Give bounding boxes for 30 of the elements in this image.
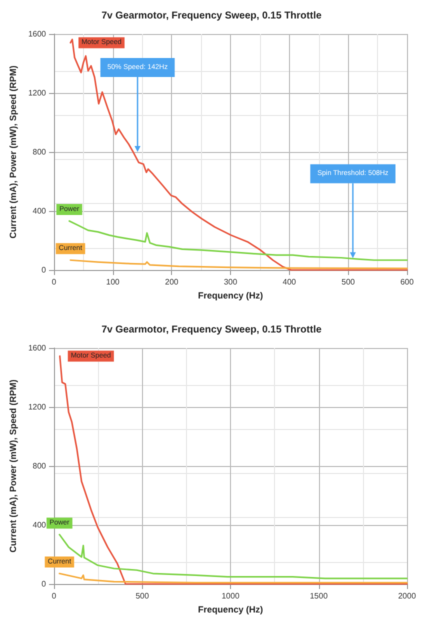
x-tick-label: 400 <box>282 278 297 286</box>
line-series <box>70 259 408 270</box>
x-tick-label: 600 <box>400 278 414 286</box>
y-tick-label: 400 <box>32 520 47 530</box>
x-tick-label: 1500 <box>310 592 328 600</box>
x-tick-label: 500 <box>341 278 356 286</box>
y-tick-label: 400 <box>32 206 47 216</box>
y-tick-label: 1200 <box>28 402 47 412</box>
x-tick-label: 300 <box>224 278 238 286</box>
x-tick-label: 0 <box>52 592 57 600</box>
x-tick-label: 500 <box>136 592 150 600</box>
y-tick-label: 800 <box>32 462 47 470</box>
y-tick-label: 0 <box>42 266 47 274</box>
chart-title: 7v Gearmotor, Frequency Sweep, 0.15 Throttle <box>101 324 322 336</box>
x-tick-label: 2000 <box>398 592 416 600</box>
x-axis-title: Frequency (Hz) <box>198 604 264 614</box>
y-tick-label: 1600 <box>28 30 47 38</box>
x-tick-label: 200 <box>164 278 179 286</box>
x-tick-label: 100 <box>106 278 120 286</box>
x-tick-label: 1000 <box>222 592 240 600</box>
x-tick-label: 0 <box>52 278 57 286</box>
y-tick-label: 800 <box>32 148 47 156</box>
y-axis-title: Current (mA), Power (mW), Speed (RPM) <box>8 65 18 239</box>
y-tick-label: 1200 <box>28 88 47 98</box>
chart-title: 7v Gearmotor, Frequency Sweep, 0.15 Throttle <box>101 10 322 22</box>
y-axis-title: Current (mA), Power (mW), Speed (RPM) <box>8 379 18 553</box>
y-tick-label: 0 <box>42 580 47 588</box>
y-tick-label: 1600 <box>28 344 47 352</box>
line-series <box>58 572 408 584</box>
x-axis-title: Frequency (Hz) <box>198 290 264 300</box>
